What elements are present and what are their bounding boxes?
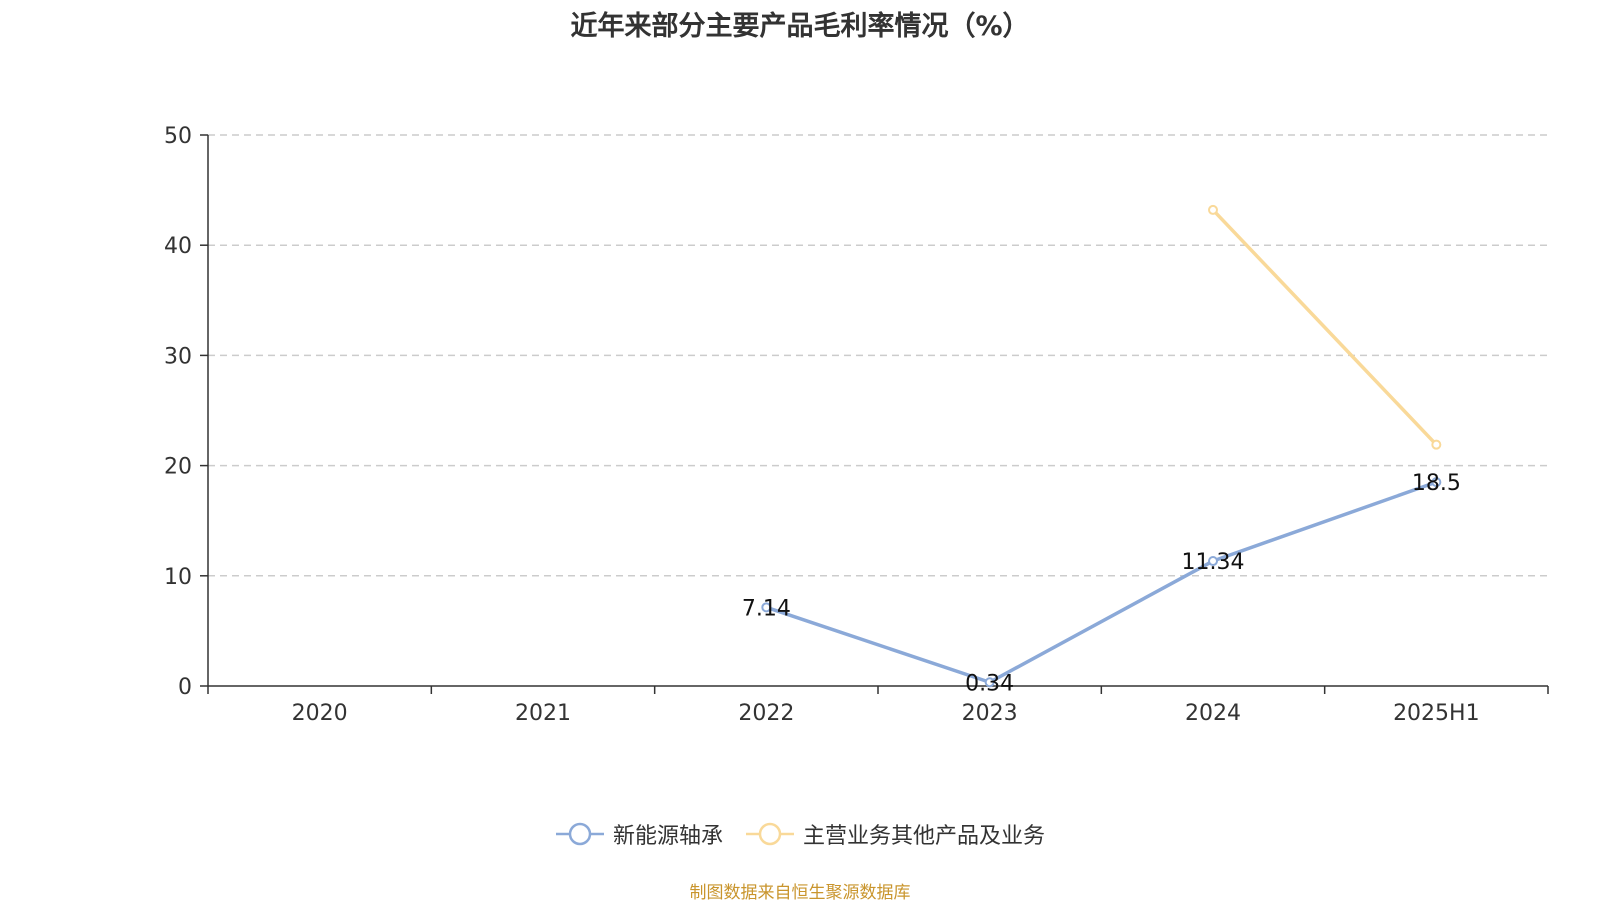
series-lines (761, 204, 1442, 688)
y-tick-label: 30 (164, 344, 192, 369)
grid-lines (208, 134, 1548, 577)
y-tick-label: 20 (164, 455, 192, 480)
x-tick-label: 2024 (1185, 701, 1241, 726)
series-line-0 (765, 480, 1437, 685)
data-point (1431, 439, 1442, 450)
y-tick-label: 10 (164, 565, 192, 590)
y-tick-label: 50 (164, 124, 192, 149)
data-point (1208, 204, 1218, 215)
data-point (761, 602, 772, 613)
data-label: 7.14 (742, 596, 791, 621)
data-point (1208, 556, 1218, 567)
x-tick-label: 2021 (515, 701, 571, 726)
legend-marker-icon (746, 822, 794, 846)
legend: 新能源轴承 主营业务其他产品及业务 (0, 818, 1600, 850)
x-tick-label: 2022 (738, 701, 794, 726)
x-tick-label: 2020 (292, 701, 348, 726)
legend-item[interactable]: 主营业务其他产品及业务 (745, 818, 1045, 850)
axes: 0 10 20 30 40 50 2020 2021 2022 2023 2024 2025H1 (164, 124, 1549, 726)
x-tick-label: 2025H1 (1393, 701, 1480, 726)
data-point (984, 677, 995, 688)
x-tick-label: 2023 (962, 701, 1018, 726)
legend-label: 主营业务其他产品及业务 (803, 824, 1046, 849)
legend-marker-icon (555, 822, 604, 846)
chart-title: 近年来部分主要产品毛利率情况（%） (570, 11, 1030, 42)
source-note: 制图数据来自恒生聚源数据库 (689, 883, 911, 903)
y-tick-label: 0 (178, 675, 192, 700)
data-label: 0.34 (965, 671, 1014, 696)
legend-label: 新能源轴承 (612, 824, 723, 849)
y-tick-label: 40 (164, 234, 192, 259)
data-labels: 7.14 0.34 11.34 18.5 (742, 471, 1461, 696)
data-point (1431, 477, 1442, 488)
data-label: 18.5 (1412, 471, 1461, 496)
legend-item[interactable]: 新能源轴承 (555, 818, 723, 850)
data-label: 11.34 (1182, 550, 1245, 575)
series-line-1 (1211, 208, 1438, 446)
